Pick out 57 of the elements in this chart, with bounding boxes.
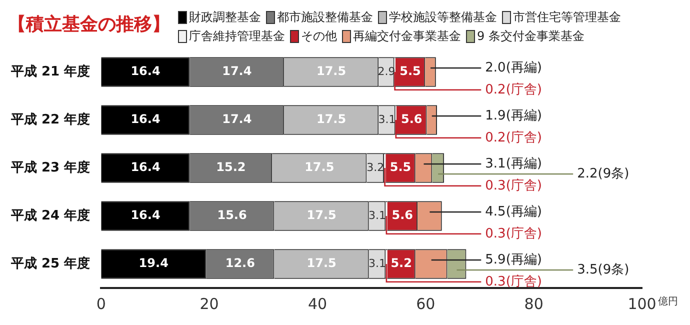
data-label: 0.3(庁舎)	[485, 273, 542, 290]
data-label: 3.2	[366, 160, 384, 174]
data-label: 16.4	[130, 112, 160, 126]
data-label: 0.2(庁舎)	[485, 129, 542, 146]
data-label: 3.1	[368, 208, 386, 222]
data-label: 17.5	[306, 208, 336, 222]
data-label: 17.5	[316, 112, 346, 126]
data-label: 2.2(9条)	[577, 166, 630, 182]
data-label: 0.2(庁舎)	[485, 81, 542, 98]
x-tick-label: 80	[524, 294, 544, 313]
data-label: 5.5	[400, 64, 421, 78]
data-label: 0.3(庁舎)	[485, 177, 542, 194]
data-label: 3.1(再編)	[485, 156, 542, 172]
data-label: 4.5(再編)	[485, 204, 542, 220]
legend-label: 都市施設整備基金	[277, 9, 373, 26]
data-label: 16.4	[130, 208, 160, 222]
data-label: 17.4	[222, 112, 252, 126]
x-tick-label: 60	[416, 294, 436, 313]
data-label: 0.3(庁舎)	[485, 225, 542, 242]
data-label: 3.1	[368, 256, 386, 270]
data-label: 17.4	[222, 64, 252, 78]
legend-label: 再編交付金事業基金	[353, 28, 461, 45]
legend-label: 学校施設等整備基金	[389, 9, 497, 26]
data-label: 5.2	[390, 256, 412, 270]
data-label: 1.9(再編)	[485, 108, 542, 124]
data-label: 3.1	[378, 112, 396, 126]
data-label: 19.4	[138, 256, 168, 270]
data-label: 5.5	[390, 160, 412, 174]
data-label: 3.5(9条)	[577, 262, 630, 278]
x-tick-label: 100	[628, 294, 656, 313]
data-label: 16.4	[130, 64, 160, 78]
x-tick-label: 20	[200, 294, 219, 313]
legend-label: 市営住宅等管理基金	[513, 9, 621, 26]
legend-label: その他	[301, 28, 337, 45]
data-label: 15.6	[217, 208, 247, 222]
data-label: 17.5	[304, 160, 334, 174]
y-tick-label: 平成 25 年度	[10, 255, 90, 272]
x-axis-title: 億円	[658, 296, 678, 308]
data-label: 17.5	[316, 64, 346, 78]
data-label: 15.2	[216, 160, 246, 174]
data-label: 2.0(再編)	[485, 60, 542, 76]
x-tick-label: 40	[308, 294, 328, 313]
data-label: 5.6	[400, 112, 422, 126]
data-label: 16.4	[130, 160, 160, 174]
data-label: 5.6	[392, 208, 414, 222]
data-label: 17.5	[306, 256, 336, 270]
data-label: 5.9(再編)	[485, 252, 542, 268]
chart-title: 【積立基金の推移】	[8, 13, 170, 36]
legend-label: 庁舎維持管理基金	[189, 28, 285, 45]
legend-label: 財政調整基金	[189, 9, 261, 26]
y-tick-label: 平成 23 年度	[10, 159, 90, 176]
y-tick-label: 平成 24 年度	[10, 207, 90, 224]
y-tick-label: 平成 22 年度	[10, 111, 90, 128]
x-tick-label: 0	[96, 294, 106, 313]
legend-label: 9 条交付金事業基金	[477, 28, 584, 45]
y-tick-label: 平成 21 年度	[10, 63, 90, 80]
data-label: 12.6	[225, 256, 255, 270]
